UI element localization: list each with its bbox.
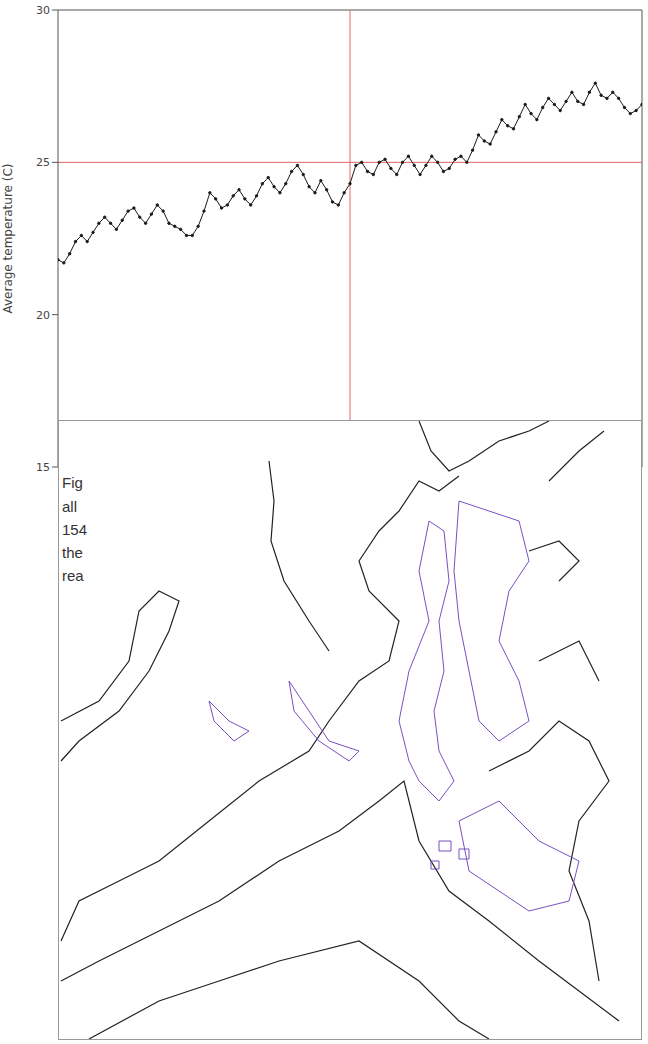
svg-text:20: 20 <box>36 309 50 322</box>
html-text:154: 154 <box>62 521 87 538</box>
html-text:all: all <box>62 498 77 515</box>
svg-text:Average temperature (C): Average temperature (C) <box>1 163 15 313</box>
html-text:the: the <box>62 544 83 561</box>
svg-text:15: 15 <box>36 461 50 474</box>
html-text:Fig: Fig <box>62 474 83 491</box>
svg-text:30: 30 <box>36 4 50 17</box>
svg-text:25: 25 <box>36 156 50 169</box>
html-text:rea: rea <box>62 567 84 584</box>
